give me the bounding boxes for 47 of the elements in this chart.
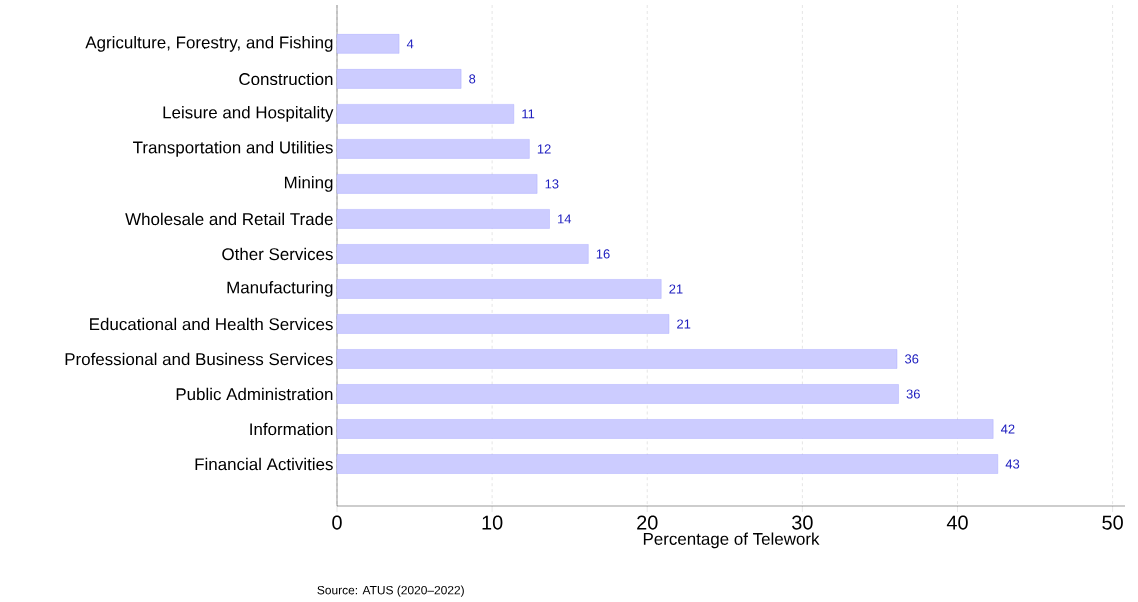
y-tick-label: Manufacturing xyxy=(227,281,333,297)
bar xyxy=(336,279,662,299)
y-tick-label: Construction xyxy=(239,72,333,86)
data-label: 36 xyxy=(905,354,919,364)
data-label: 21 xyxy=(669,284,683,294)
bar xyxy=(336,139,530,159)
y-tick-label: Agriculture, Forestry, and Fishing xyxy=(85,35,333,52)
x-tick-label: 0 xyxy=(332,515,342,530)
data-label: 8 xyxy=(469,74,476,84)
y-tick-label: Professional and Business Services xyxy=(65,352,333,366)
x-tick-label: 40 xyxy=(946,515,968,530)
y-tick-label: Wholesale and Retail Trade xyxy=(125,212,333,226)
bar xyxy=(336,69,462,89)
y-tick-label: Mining xyxy=(284,176,333,192)
x-axis-title: Percentage of Telework xyxy=(643,532,820,549)
data-label: 12 xyxy=(537,144,551,154)
data-label: 11 xyxy=(522,109,535,119)
bar xyxy=(336,454,999,474)
data-label: 16 xyxy=(596,249,610,259)
data-label: 21 xyxy=(677,319,691,329)
bar xyxy=(336,419,994,439)
x-tick-label: 30 xyxy=(792,515,813,530)
y-tick-label: Financial Activities xyxy=(195,457,333,471)
x-tick-label: 10 xyxy=(482,515,503,530)
data-label: 14 xyxy=(558,214,572,224)
data-label: 36 xyxy=(906,389,920,399)
bar xyxy=(336,104,515,124)
bar xyxy=(336,314,670,334)
bar xyxy=(336,209,550,229)
y-tick-label: Educational and Health Services xyxy=(90,317,333,331)
data-label: 43 xyxy=(1005,459,1020,469)
data-label: 42 xyxy=(1000,424,1015,434)
data-label: 4 xyxy=(406,39,414,49)
data-label: 13 xyxy=(545,179,559,189)
y-tick-label: Information xyxy=(250,422,333,436)
y-tick-label: Public Administration xyxy=(176,387,333,401)
y-tick-label: Leisure and Hospitality xyxy=(163,106,334,122)
bar xyxy=(336,244,589,264)
bar xyxy=(336,174,538,194)
x-tick-label: 20 xyxy=(637,515,658,530)
source-note: Source: ATUS (2020–2022) xyxy=(317,585,464,597)
y-tick-label: Other Services xyxy=(222,247,333,261)
bar xyxy=(336,34,400,54)
x-tick-label: 50 xyxy=(1102,515,1123,530)
bar xyxy=(336,349,898,369)
y-tick-label: Transportation and Utilities xyxy=(133,141,333,157)
bar xyxy=(336,384,899,404)
